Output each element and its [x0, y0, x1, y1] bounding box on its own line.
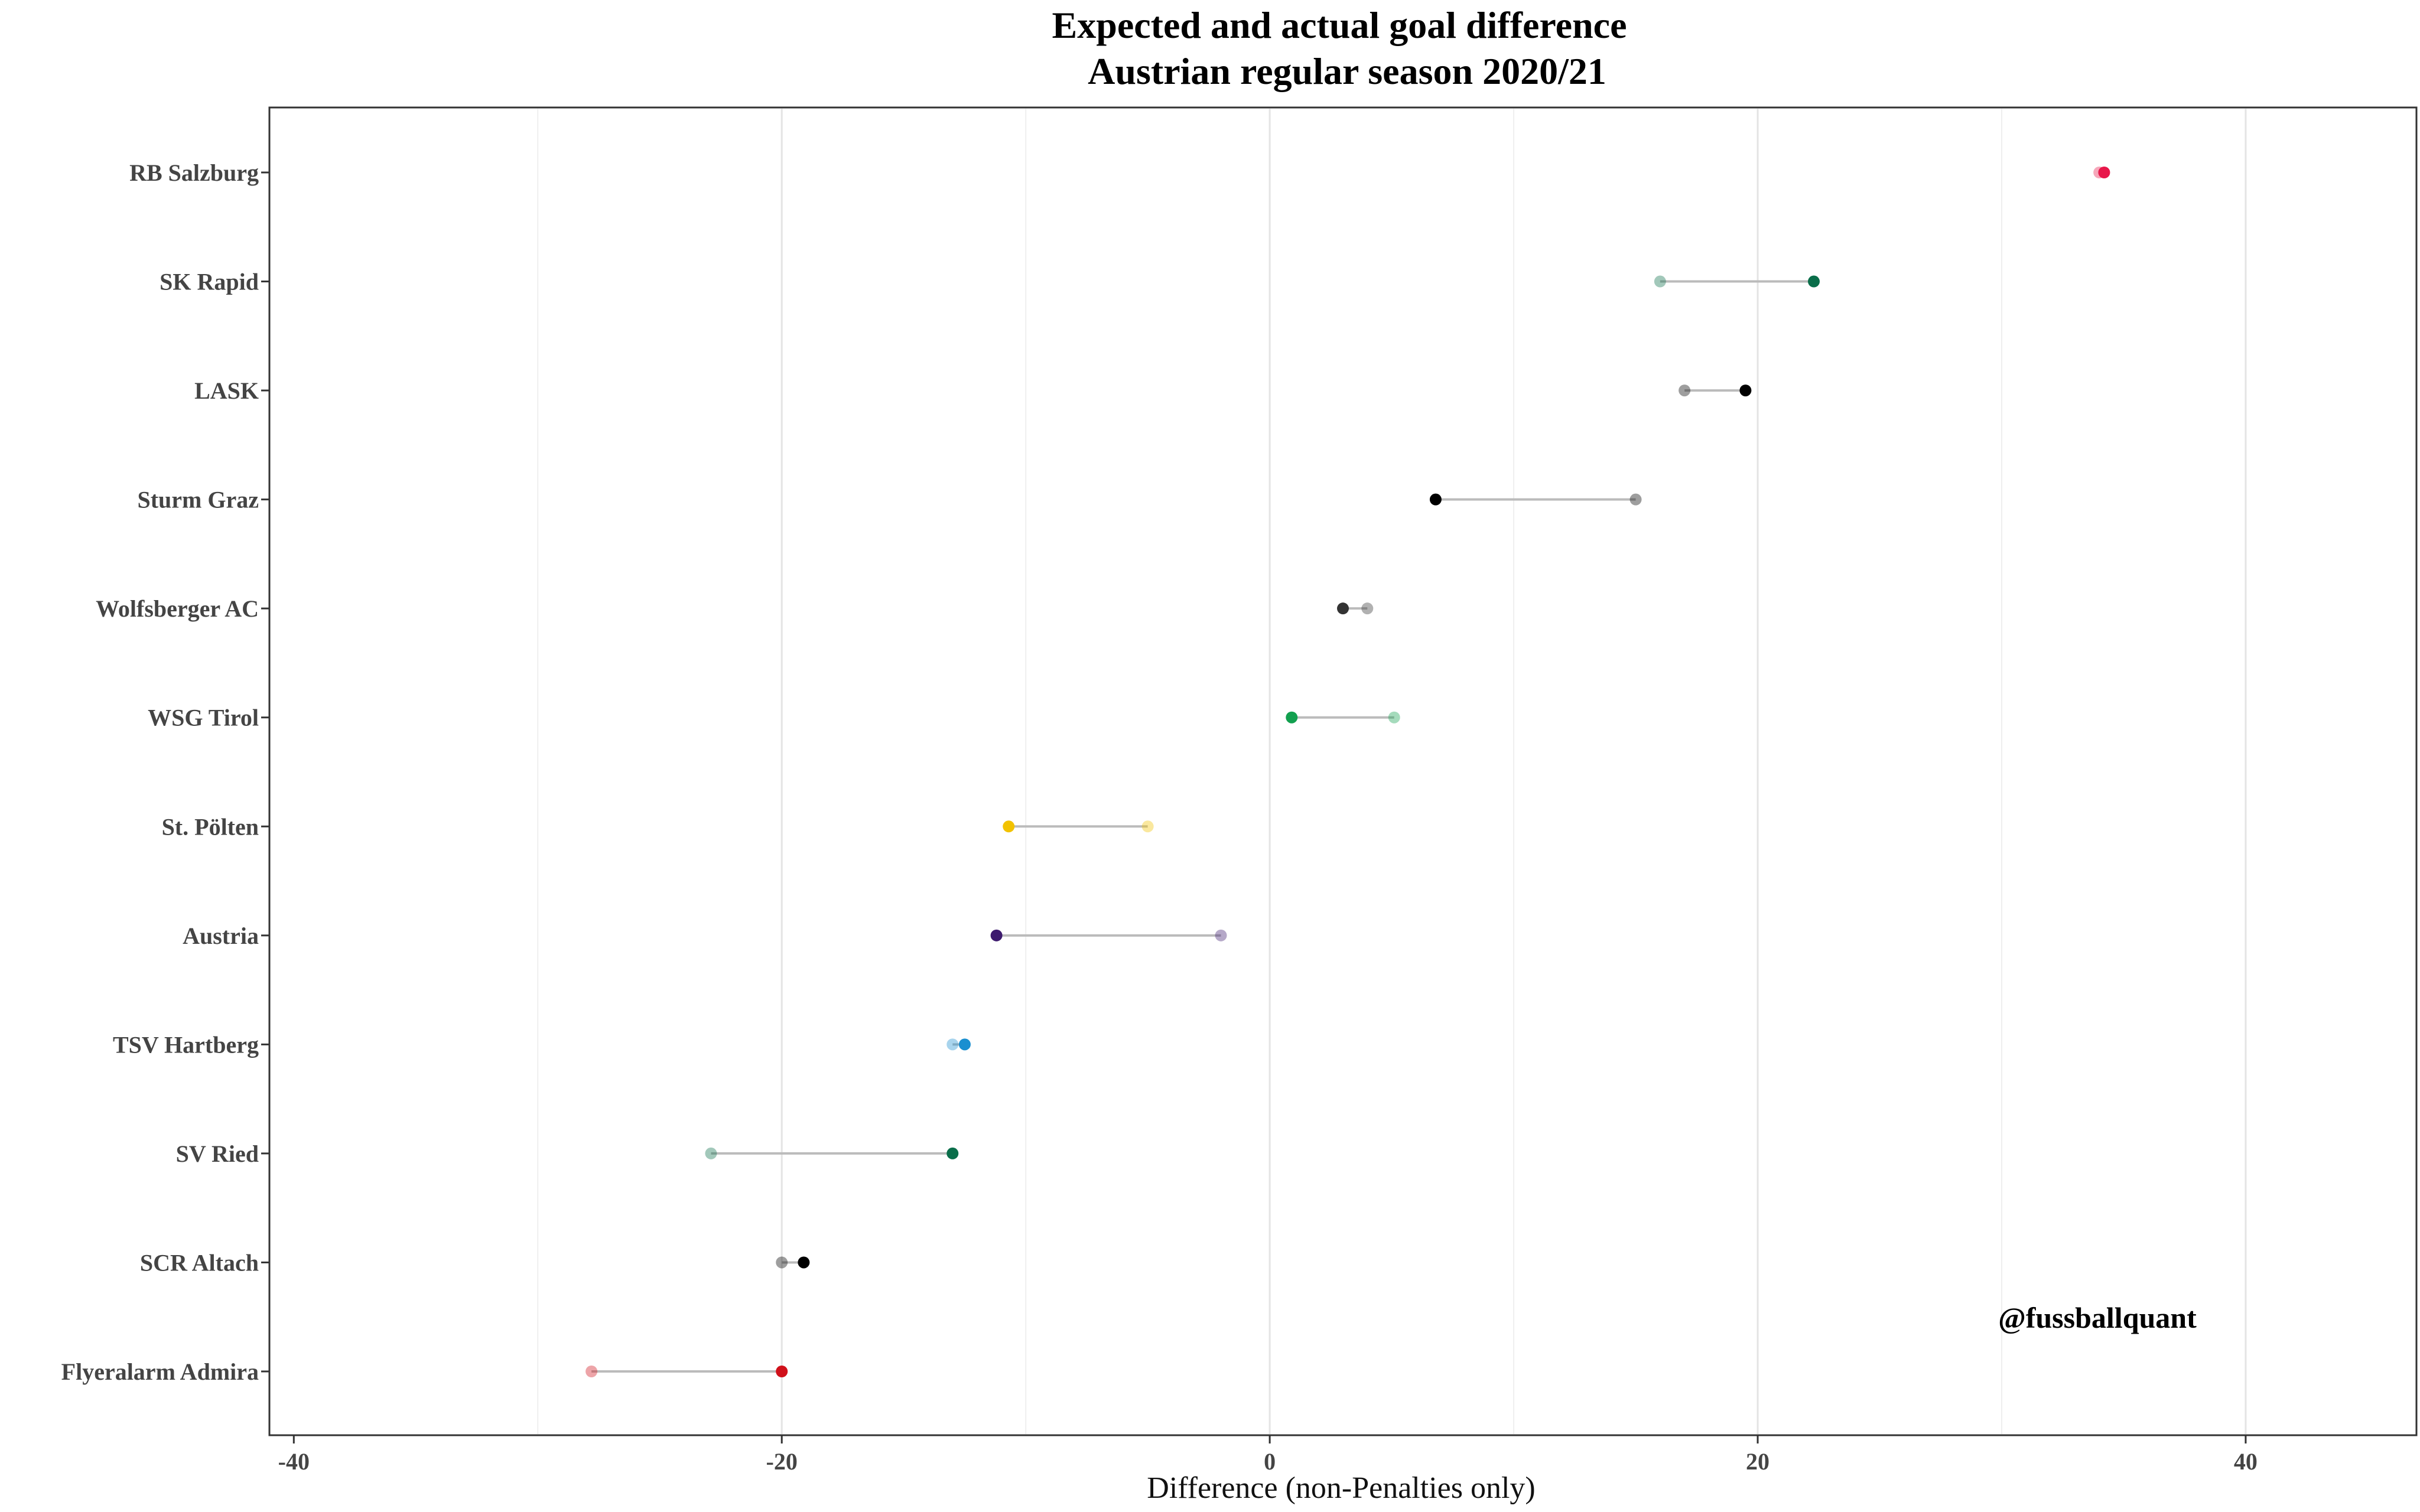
- x-tick-label: -20: [766, 1448, 798, 1475]
- light-point: [1679, 384, 1691, 397]
- light-point: [1141, 820, 1154, 833]
- dark-point: [990, 929, 1003, 941]
- light-point: [946, 1038, 959, 1051]
- team-label: Flyeralarm Admira: [61, 1358, 259, 1385]
- grid-layer: [537, 109, 2247, 1434]
- light-point: [586, 1366, 598, 1377]
- dark-point: [1286, 711, 1298, 724]
- team-label: WSG Tirol: [148, 705, 259, 731]
- team-label: RB Salzburg: [129, 159, 259, 186]
- x-tick-label: 0: [1264, 1448, 1276, 1475]
- light-point: [1629, 493, 1642, 506]
- team-label: Wolfsberger AC: [96, 595, 259, 622]
- team-label: LASK: [194, 377, 259, 404]
- light-point: [776, 1256, 788, 1269]
- light-point: [705, 1147, 717, 1159]
- dark-point: [946, 1147, 959, 1159]
- chart-title-line-1: Expected and actual goal difference: [1052, 4, 1627, 46]
- x-tick-layer: -40 -20 0 20 40: [278, 1435, 2258, 1475]
- dark-point: [1337, 602, 1349, 615]
- x-axis-title: Difference (non-Penalties only): [1147, 1471, 1535, 1505]
- y-label-layer: RB Salzburg SK Rapid LASK Sturm Graz Wolfsbe…: [61, 159, 269, 1385]
- team-label: SCR Altach: [140, 1249, 259, 1276]
- dark-point: [1808, 275, 1820, 288]
- dark-point: [798, 1256, 810, 1269]
- chart-title-line-2: Austrian regular season 2020/21: [1088, 50, 1606, 92]
- team-label: Sturm Graz: [137, 487, 259, 513]
- x-tick-label: 20: [1746, 1448, 1770, 1475]
- dark-point: [1739, 384, 1752, 397]
- segment-layer: [591, 171, 2105, 1373]
- dark-point: [958, 1038, 971, 1051]
- dark-point: [1429, 493, 1442, 506]
- point-layer: [586, 167, 2110, 1377]
- plot-panel: [268, 106, 2418, 1436]
- x-tick-label: 40: [2234, 1448, 2258, 1475]
- dark-point: [2098, 167, 2110, 178]
- dark-point: [776, 1366, 788, 1377]
- team-label: SV Ried: [176, 1140, 259, 1167]
- team-label: Austria: [183, 923, 259, 949]
- team-label: St. Pölten: [162, 813, 259, 840]
- light-point: [1361, 602, 1374, 615]
- light-point: [1388, 711, 1400, 724]
- team-label: TSV Hartberg: [113, 1031, 259, 1058]
- light-point: [1654, 275, 1666, 288]
- watermark-label: @fussballquant: [1998, 1301, 2197, 1334]
- team-label: SK Rapid: [160, 269, 259, 295]
- dark-point: [1003, 820, 1015, 833]
- light-point: [1215, 929, 1227, 941]
- x-tick-label: -40: [278, 1448, 310, 1475]
